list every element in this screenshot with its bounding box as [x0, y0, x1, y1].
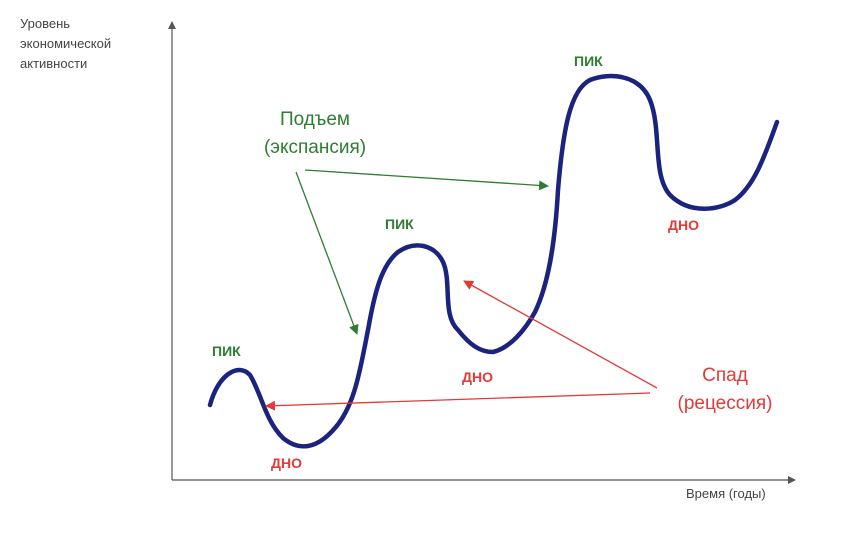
expansion-arrow-1 — [295, 171, 359, 335]
trough-label-2: ДНО — [462, 369, 493, 385]
expansion-arrow-2 — [304, 169, 549, 191]
x-axis-label: Время (годы) — [686, 486, 766, 501]
peak-label-2: ПИК — [385, 216, 414, 232]
recession-phase-label: Спад (рецессия) — [677, 365, 773, 414]
trough-label-3: ДНО — [668, 217, 699, 233]
recession-arrow-2 — [265, 392, 651, 411]
y-axis-label: Уровень экономической активности — [20, 16, 112, 71]
peak-label-1: ПИК — [212, 343, 241, 359]
expansion-phase-label: Подъем (экспансия) — [263, 109, 367, 158]
business-cycle-curve — [207, 73, 780, 449]
peak-label-3: ПИК — [574, 53, 603, 69]
recession-arrow-1 — [463, 280, 658, 389]
trough-label-1: ДНО — [271, 455, 302, 471]
